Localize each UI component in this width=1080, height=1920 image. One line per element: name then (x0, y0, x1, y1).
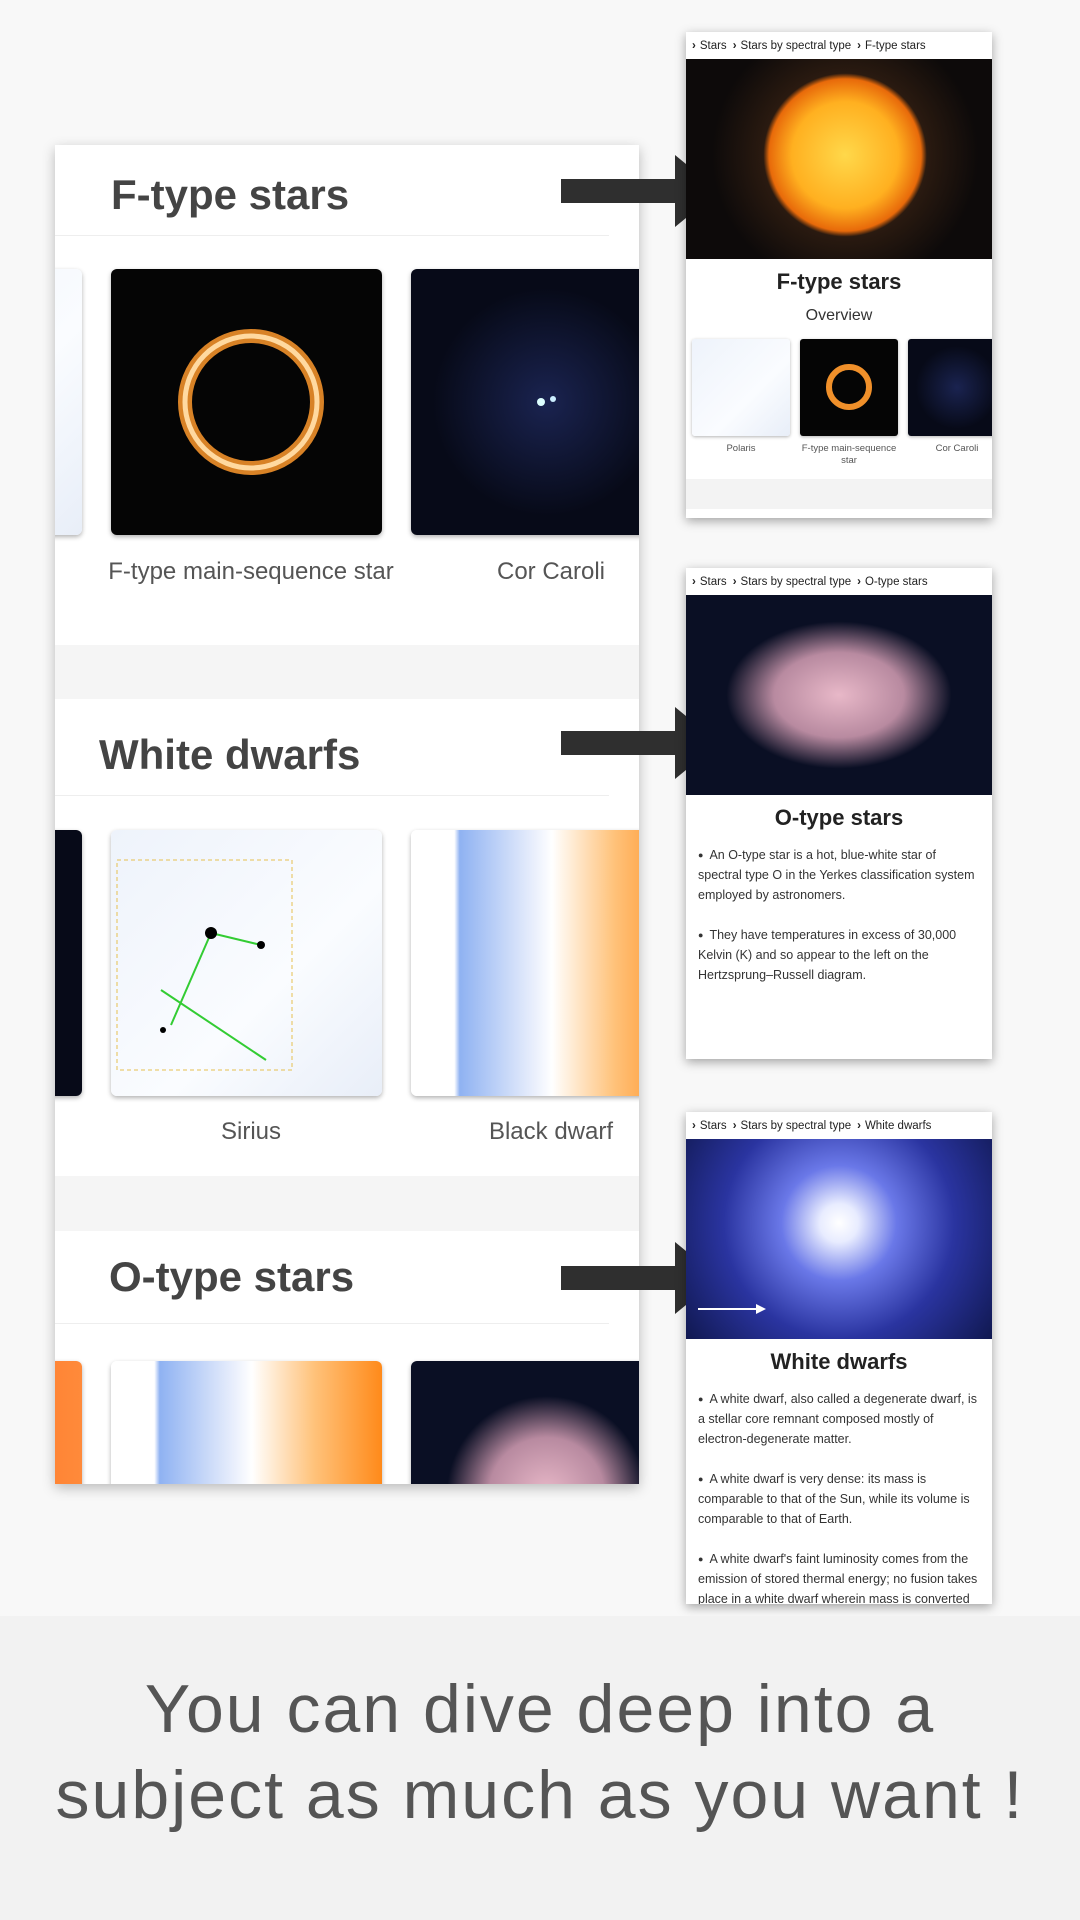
breadcrumb-item[interactable]: Stars by spectral type (733, 576, 852, 588)
item-label: Black dwarf (488, 1118, 614, 1145)
bullets: An O-type star is a hot, blue-white star… (686, 845, 992, 985)
breadcrumb-item[interactable]: White dwarfs (857, 1120, 931, 1132)
item-label: Cor Caroli (496, 558, 606, 585)
caption-area: You can dive deep into a subject as much… (0, 1616, 1080, 1920)
card (111, 1361, 382, 1484)
star-chart (116, 859, 293, 1071)
screen-title: White dwarfs (770, 1349, 908, 1374)
bullet: An O-type star is a hot, blue-white star… (698, 845, 980, 905)
divider (55, 795, 609, 796)
breadcrumb-item[interactable]: F-type stars (857, 40, 926, 52)
caption: You can dive deep into a subject as much… (55, 1671, 1025, 1833)
breadcrumb: Stars Stars by spectral type O-type stars (686, 568, 992, 595)
card (55, 1361, 82, 1484)
section: O-type stars (55, 1231, 639, 1484)
section: White dwarfs Sirius Black dwarf (55, 699, 639, 1176)
breadcrumb-item[interactable]: Stars by spectral type (733, 40, 852, 52)
card (55, 269, 82, 535)
thumbnails: Polaris F-type main-sequence star Cor Ca… (686, 339, 992, 479)
card (411, 269, 639, 535)
left-panel: F-type stars F-type main-sequence star C… (55, 145, 639, 1484)
star-image (537, 396, 556, 406)
card (411, 830, 639, 1096)
screen-title: F-type stars (776, 269, 902, 294)
thumb-label: Polaris (726, 443, 756, 454)
bullet: A white dwarf, also called a degenerate … (698, 1389, 980, 1449)
divider (55, 235, 609, 236)
phone-screen: StarsStars by spectral typeF-type stars … (686, 32, 992, 518)
section-title: F-type stars (111, 171, 350, 218)
thumb-label: F-type main-sequence star (801, 443, 897, 466)
hero-image (686, 59, 992, 259)
breadcrumb-item[interactable]: Stars (692, 40, 727, 52)
card (55, 830, 82, 1096)
screen-subtitle: Overview (805, 307, 873, 324)
breadcrumb: Stars Stars by spectral type White dwarfs (686, 1112, 992, 1139)
bullets: A white dwarf, also called a degenerate … (686, 1389, 992, 1604)
ring-image (178, 329, 324, 475)
phone-screen: StarsStars by spectral typeWhite dwarfs … (686, 1112, 992, 1604)
breadcrumb: Stars Stars by spectral type F-type stars (686, 32, 992, 59)
thumb (908, 339, 992, 436)
breadcrumb-item[interactable]: Stars (692, 1120, 727, 1132)
bullet: A white dwarf is very dense: its mass is… (698, 1469, 980, 1529)
card (111, 830, 382, 1096)
hero-image (686, 1139, 992, 1339)
hero-image (686, 595, 992, 795)
item-label: F-type main-sequence star (108, 558, 394, 585)
thumb-label: Cor Caroli (935, 443, 979, 454)
item-label: Sirius (220, 1118, 281, 1145)
thumb (692, 339, 790, 436)
breadcrumb-item[interactable]: Stars by spectral type (733, 1120, 852, 1132)
card (111, 269, 382, 535)
thumb (800, 339, 898, 436)
breadcrumb-item[interactable]: O-type stars (857, 576, 928, 588)
breadcrumb-item[interactable]: Stars (692, 576, 727, 588)
screen-title: O-type stars (774, 805, 904, 830)
section: F-type stars F-type main-sequence star C… (55, 145, 639, 645)
divider (55, 1323, 609, 1324)
section-title: White dwarfs (99, 731, 361, 778)
card (411, 1361, 639, 1484)
bullet: They have temperatures in excess of 30,0… (698, 925, 980, 985)
section-title: O-type stars (109, 1253, 355, 1300)
bullet: A white dwarf's faint luminosity comes f… (698, 1549, 980, 1604)
